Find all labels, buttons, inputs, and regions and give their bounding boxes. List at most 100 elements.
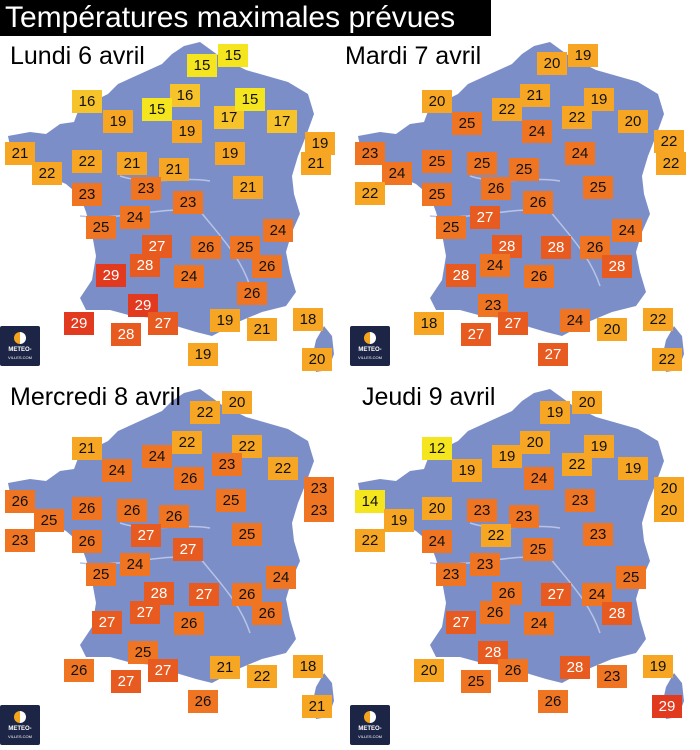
temperature-badge: 20 xyxy=(654,499,684,522)
temperature-badge: 22 xyxy=(72,150,102,173)
temperature-badge: 27 xyxy=(541,583,571,606)
temperature-badge: 24 xyxy=(582,583,612,606)
sun-icon xyxy=(14,332,26,344)
temperature-badge: 25 xyxy=(583,176,613,199)
page-title: Températures maximales prévues xyxy=(0,0,491,36)
temperature-badge: 25 xyxy=(523,538,553,561)
temperature-badge: 19 xyxy=(568,44,598,67)
temperature-badge: 24 xyxy=(524,467,554,490)
temperature-badge: 29 xyxy=(128,294,158,317)
temperature-badge: 15 xyxy=(187,54,217,77)
temperature-badge: 22 xyxy=(232,435,262,458)
meteo-villes-logo: METEO- VILLES.COM xyxy=(350,705,390,745)
temperature-badge: 19 xyxy=(305,132,335,155)
temperature-badge: 28 xyxy=(602,602,632,625)
meteo-villes-logo: METEO- VILLES.COM xyxy=(0,326,40,366)
temperature-badge: 19 xyxy=(103,110,133,133)
temperature-badge: 22 xyxy=(652,348,682,371)
temperature-badge: 22 xyxy=(355,182,385,205)
sun-icon xyxy=(364,711,376,723)
temperature-badge: 28 xyxy=(111,323,141,346)
temperature-badge: 27 xyxy=(173,538,203,561)
temperature-badge: 27 xyxy=(131,524,161,547)
temperature-badge: 19 xyxy=(215,142,245,165)
temperature-badge: 19 xyxy=(188,343,218,366)
temperature-badge: 20 xyxy=(537,52,567,75)
panel-day-label: Mardi 7 avril xyxy=(345,42,482,70)
temperature-badge: 23 xyxy=(467,499,497,522)
temperature-badge: 19 xyxy=(643,655,673,678)
temperature-badge: 27 xyxy=(130,601,160,624)
temperature-badge: 21 xyxy=(159,158,189,181)
temperature-badge: 27 xyxy=(92,611,122,634)
temperature-badge: 25 xyxy=(86,563,116,586)
temperature-badge: 20 xyxy=(222,391,252,414)
temperature-badge: 20 xyxy=(422,90,452,113)
temperature-badge: 22 xyxy=(643,308,673,331)
forecast-panel-thursday: Jeudi 9 avril METEO- VILLES.COM 19 20 12 20… xyxy=(350,375,700,750)
temperature-badge: 15 xyxy=(142,98,172,121)
temperature-badge: 24 xyxy=(422,530,452,553)
temperature-badge: 25 xyxy=(436,216,466,239)
temperature-badge: 25 xyxy=(216,489,246,512)
temperature-badge: 28 xyxy=(144,582,174,605)
mainland-france-shape xyxy=(8,42,314,336)
temperature-badge: 19 xyxy=(172,120,202,143)
temperature-badge: 22 xyxy=(190,401,220,424)
temperature-badge: 23 xyxy=(470,553,500,576)
temperature-badge: 21 xyxy=(233,176,263,199)
temperature-badge: 24 xyxy=(612,219,642,242)
temperature-badge: 23 xyxy=(583,523,613,546)
temperature-badge: 28 xyxy=(478,641,508,664)
temperature-badge: 24 xyxy=(524,612,554,635)
temperature-badge: 27 xyxy=(148,659,178,682)
temperature-badge: 26 xyxy=(174,467,204,490)
temperature-badge: 28 xyxy=(130,254,160,277)
temperature-badge: 22 xyxy=(656,152,686,175)
temperature-badge: 24 xyxy=(120,553,150,576)
temperature-badge: 24 xyxy=(142,445,172,468)
temperature-badge: 27 xyxy=(148,312,178,335)
meteo-villes-logo: METEO- VILLES.COM xyxy=(0,705,40,745)
temperature-badge: 19 xyxy=(492,445,522,468)
temperature-badge: 22 xyxy=(172,431,202,454)
river-line xyxy=(549,557,601,634)
river-line xyxy=(549,210,601,287)
temperature-badge: 21 xyxy=(117,152,147,175)
temperature-badge: 25 xyxy=(128,641,158,664)
panel-day-label: Lundi 6 avril xyxy=(10,42,145,70)
temperature-badge: 15 xyxy=(235,88,265,111)
temperature-badge: 24 xyxy=(480,254,510,277)
forecast-panel-wednesday: Mercredi 8 avril METEO- VILLES.COM 22 20 2… xyxy=(0,375,350,750)
temperature-badge: 28 xyxy=(560,656,590,679)
temperature-badge: 27 xyxy=(470,206,500,229)
temperature-badge: 26 xyxy=(72,530,102,553)
temperature-badge: 27 xyxy=(461,323,491,346)
temperature-badge: 25 xyxy=(232,523,262,546)
temperature-badge: 26 xyxy=(481,177,511,200)
temperature-badge: 22 xyxy=(492,98,522,121)
temperature-badge: 18 xyxy=(293,655,323,678)
temperature-badge: 24 xyxy=(560,309,590,332)
temperature-badge: 23 xyxy=(304,477,334,500)
temperature-badge: 26 xyxy=(252,602,282,625)
temperature-badge: 19 xyxy=(584,435,614,458)
temperature-badge: 29 xyxy=(652,695,682,718)
temperature-badge: 26 xyxy=(72,497,102,520)
temperature-badge: 26 xyxy=(174,612,204,635)
temperature-badge: 12 xyxy=(422,437,452,460)
temperature-badge: 21 xyxy=(520,84,550,107)
temperature-badge: 23 xyxy=(72,183,102,206)
temperature-badge: 24 xyxy=(174,265,204,288)
temperature-badge: 16 xyxy=(170,84,200,107)
temperature-badge: 26 xyxy=(191,236,221,259)
temperature-badge: 27 xyxy=(538,343,568,366)
temperature-badge: 26 xyxy=(5,490,35,513)
temperature-badge: 23 xyxy=(131,177,161,200)
temperature-badge: 24 xyxy=(382,162,412,185)
temperature-badge: 22 xyxy=(481,524,511,547)
temperature-badge: 20 xyxy=(654,477,684,500)
temperature-badge: 21 xyxy=(301,152,331,175)
temperature-badge: 25 xyxy=(230,236,260,259)
forecast-panel-monday: Lundi 6 avril METEO- VILLES.COM 15 15 16 16… xyxy=(0,36,350,411)
